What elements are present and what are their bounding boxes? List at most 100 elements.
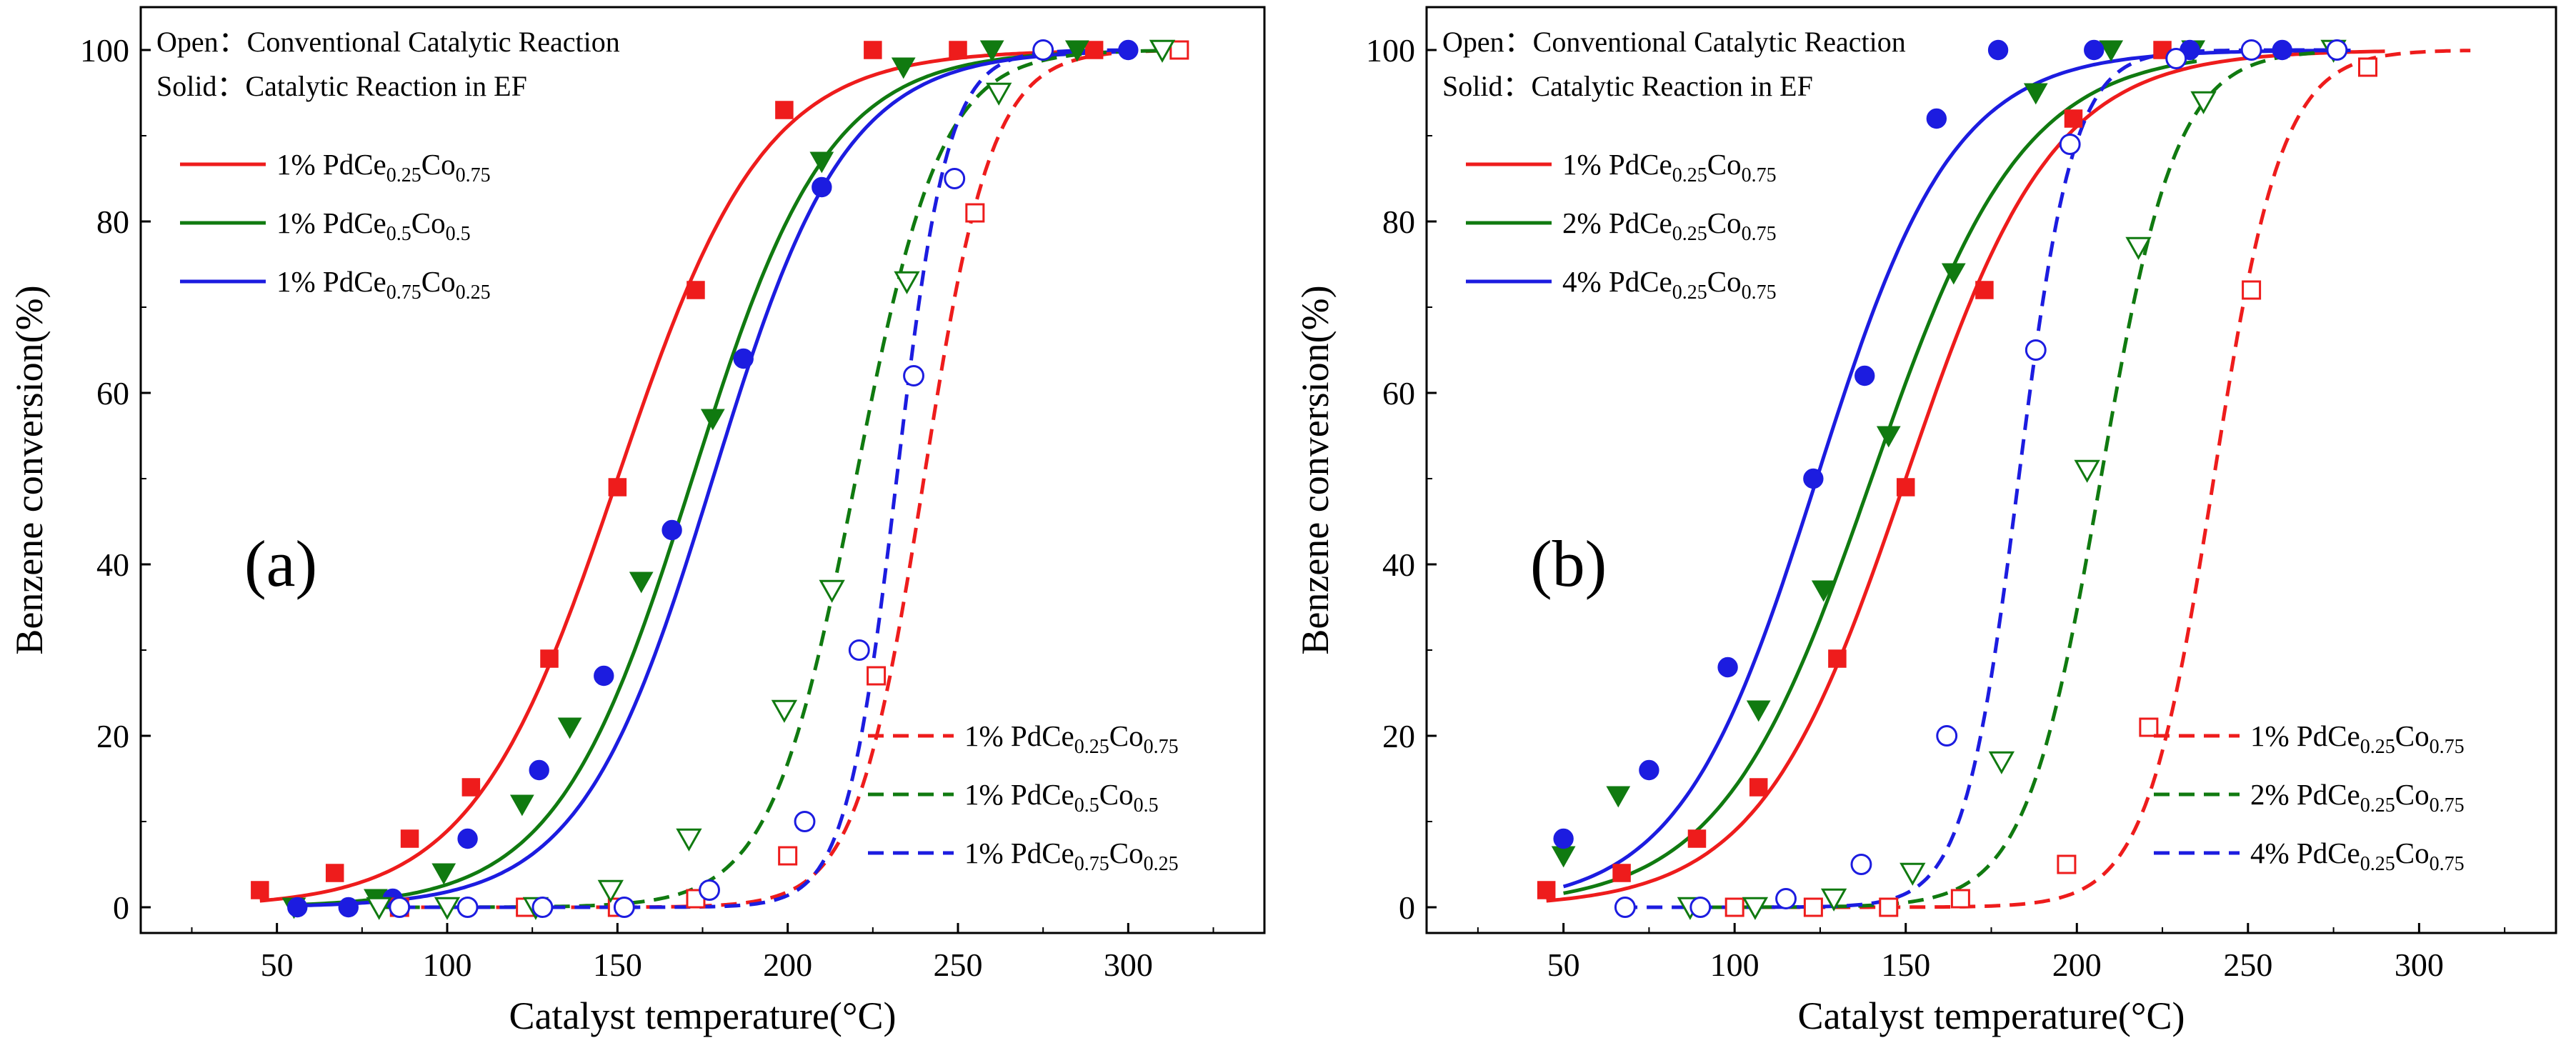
data-point [864,41,882,59]
data-point [903,365,924,386]
data-point [687,281,705,299]
data-point [1879,897,1899,917]
note-separator: ： [1502,70,1531,102]
note-line: Open：Conventional Catalytic Reaction [1442,26,1906,58]
series-5-points [389,39,1054,918]
legend-solid-label-2: 4% PdCe0.25Co0.75 [1562,265,1777,304]
legend-text-part: Co [1109,719,1144,752]
legend-subscript: 0.5 [1134,794,1159,817]
data-point [1689,897,1712,918]
data-point [1717,657,1738,678]
data-point [461,778,481,797]
x-tick-label: 250 [2223,947,2272,983]
axis-ticks: 50 100 150 200 250 300 0 20 40 60 80 100 [1366,32,2506,983]
panel-a: 50 100 150 200 250 300 0 20 40 60 80 100 Catalyst te… [8,6,1266,1037]
x-tick-label: 150 [593,947,642,983]
data-point [2025,339,2047,361]
x-tick-label: 250 [934,947,983,983]
legend-solid-label-2: 1% PdCe0.75Co0.25 [276,265,491,304]
legend-subscript: 0.75 [2430,794,2465,817]
note-separator: ： [1504,26,1533,58]
legend-solid-label-1: 1% PdCe0.5Co0.5 [276,206,471,245]
data-point [812,176,832,198]
series-4-points [1677,39,2347,920]
series-4-points [366,39,1176,920]
legend-text-part: Co [2395,778,2430,811]
data-point [1118,39,1139,61]
data-point [1876,426,1901,448]
legend-text-part: 1% PdCe [2250,719,2360,752]
data-point [979,40,1004,62]
legend-solid-label-0: 1% PdCe0.25Co0.75 [1562,148,1777,186]
data-point [891,57,916,79]
legend-text-part: 1% PdCe [964,778,1074,811]
data-point [2165,48,2187,69]
note-key: Solid [156,70,216,102]
x-tick-label: 300 [1104,947,1153,983]
data-point [557,717,582,739]
legend-text-part: 1% PdCe [1562,148,1672,181]
data-point [1987,39,2009,61]
data-point [2240,39,2262,61]
data-point [809,151,834,174]
legend-subscript: 0.25 [2360,736,2395,758]
data-point [1614,897,1636,918]
legend-subscript: 0.75 [1742,281,1777,304]
series-2-fit-line [294,49,1129,908]
legend-subscript: 0.75 [2430,736,2465,758]
data-point [2023,83,2048,105]
series-5-fit-line [399,48,1129,909]
y-tick-label: 40 [1382,547,1415,583]
legend-dashed-label-0: 1% PdCe0.25Co0.75 [964,719,1179,758]
legend-text-part: 1% PdCe [276,148,386,181]
data-point [1988,751,2015,774]
series-0-points [251,41,1104,899]
axis-ticks: 50 100 150 200 250 300 0 20 40 60 80 100 [80,32,1214,983]
data-point [597,879,624,903]
data-point [819,579,845,603]
data-point [1746,700,1771,722]
legend-text-part: Co [1707,148,1742,181]
y-axis-title: Benzene conversion(%) [1294,285,1337,654]
x-tick-label: 300 [2395,947,2444,983]
data-point [949,41,967,59]
data-point [2057,854,2077,874]
y-tick-label: 40 [96,547,129,583]
series-5-fit-line [1622,48,2344,909]
legend-text-part: 4% PdCe [2250,837,2360,869]
data-point [894,271,920,294]
note-line: Solid：Catalytic Reaction in EF [156,70,527,102]
note-description: Conventional Catalytic Reaction [247,26,620,58]
data-point [965,203,985,223]
data-point [431,863,456,885]
data-point [867,666,887,686]
legend-subscript: 0.75 [456,164,491,186]
legend-subscript: 0.25 [2360,794,2395,817]
data-point [325,864,344,882]
data-point [1896,478,1915,496]
data-point [771,699,798,723]
data-point [1926,108,1947,129]
legend-solid: 1% PdCe0.25Co0.752% PdCe0.25Co0.754% PdC… [1466,148,1777,304]
x-tick-label: 100 [1710,947,1759,983]
y-tick-label: 20 [1382,718,1415,754]
y-axis-title: Benzene conversion(%) [8,285,51,654]
data-point [2125,236,2152,260]
x-tick-label: 50 [261,947,294,983]
series-3-points [1724,57,2377,917]
legend-solid-label-0: 1% PdCe0.25Co0.75 [276,148,491,186]
y-tick-label: 80 [96,204,129,240]
legend-solid: 1% PdCe0.25Co0.751% PdCe0.5Co0.51% PdCe0… [180,148,491,304]
data-point [1084,41,1104,59]
data-point [1149,39,1176,63]
legend-text-part: 1% PdCe [964,719,1074,752]
data-point [1553,828,1574,849]
data-point [529,759,549,781]
x-tick-label: 200 [763,947,812,983]
legend-text-part: 1% PdCe [276,206,386,239]
data-point [676,828,702,852]
x-tick-label: 50 [1547,947,1580,983]
data-point [1551,846,1576,868]
y-tick-label: 60 [96,375,129,411]
legend-text-part: Co [1109,837,1144,869]
